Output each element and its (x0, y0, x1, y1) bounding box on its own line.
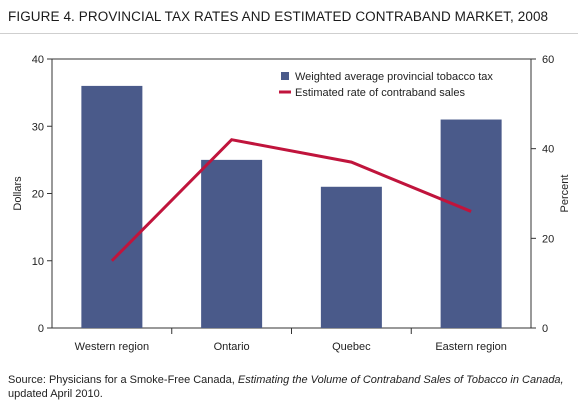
y2-tick-label: 0 (542, 323, 548, 335)
bar (201, 159, 263, 328)
series-line (110, 138, 472, 262)
y2-tick-label: 60 (542, 54, 554, 66)
chart-axes (47, 58, 536, 334)
source-prefix: Source: Physicians for a Smoke-Free Cana… (8, 374, 238, 386)
x-tick-label: Ontario (214, 341, 250, 353)
source-note: Source: Physicians for a Smoke-Free Cana… (8, 373, 573, 401)
source-suffix: updated April 2010. (8, 388, 103, 400)
y2-tick-label: 40 (542, 144, 554, 156)
title-divider (0, 33, 578, 34)
legend-label-line: Estimated rate of contraband sales (295, 87, 465, 99)
legend-swatch-bar (281, 72, 289, 80)
source-title: Estimating the Volume of Contraband Sale… (237, 374, 564, 386)
chart-legend: Weighted average provincial tobacco tax E… (279, 71, 493, 99)
x-tick-label: Eastern region (435, 341, 507, 353)
y-tick-label: 30 (32, 121, 44, 133)
legend-label-bar: Weighted average provincial tobacco tax (295, 71, 493, 83)
tax-bars (81, 85, 502, 329)
y-tick-label: 10 (32, 256, 44, 268)
chart-title: FIGURE 4. PROVINCIAL TAX RATES AND ESTIM… (8, 9, 549, 24)
y2-axis-title: Percent (559, 175, 571, 213)
contraband-line (110, 138, 472, 262)
y-tick-label: 20 (32, 189, 44, 201)
y-tick-label: 0 (38, 323, 44, 335)
x-tick-label: Quebec (332, 341, 371, 353)
y-tick-label: 40 (32, 54, 44, 66)
combo-chart: 0 10 20 30 40 0 20 40 60 Western region Ontario Que… (12, 54, 571, 353)
bar (81, 85, 143, 329)
bar (440, 119, 502, 329)
y-axis-title: Dollars (12, 176, 24, 211)
x-tick-label: Western region (75, 341, 149, 353)
tick-labels: 0 10 20 30 40 0 20 40 60 Western region Ontario Que… (32, 54, 555, 353)
y2-tick-label: 20 (542, 233, 554, 245)
bar (320, 186, 382, 328)
